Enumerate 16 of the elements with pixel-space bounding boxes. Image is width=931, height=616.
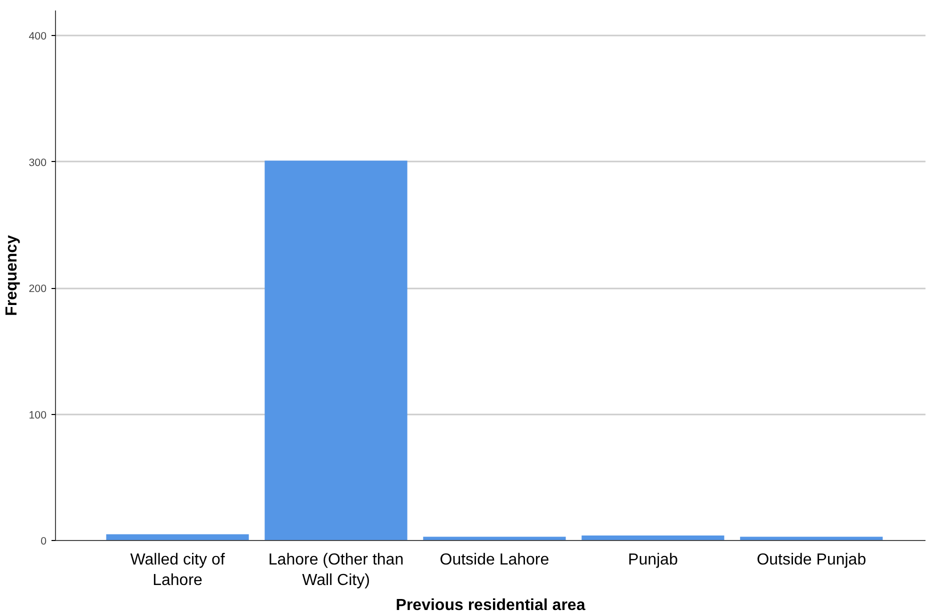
y-tick-label: 400: [28, 30, 47, 43]
y-tick-label: 100: [28, 409, 47, 422]
x-tick-label: Outside Lahore: [440, 552, 550, 568]
y-tick-label: 0: [40, 536, 47, 548]
bar: [423, 536, 566, 540]
y-tick-label: 300: [28, 156, 47, 169]
bar: [106, 534, 249, 540]
y-axis-title: Frequency: [4, 234, 21, 316]
bar: [740, 536, 883, 540]
y-tick-label: 200: [28, 283, 47, 296]
x-tick-label: Lahore (Other than Wall City): [268, 552, 404, 589]
bar: [264, 160, 408, 540]
x-tick-label: Walled city of Lahore: [130, 552, 226, 589]
x-axis-title: Previous residential area: [396, 596, 586, 614]
x-tick-label: Punjab: [628, 552, 678, 568]
x-tick-label: Outside Punjab: [756, 552, 866, 568]
